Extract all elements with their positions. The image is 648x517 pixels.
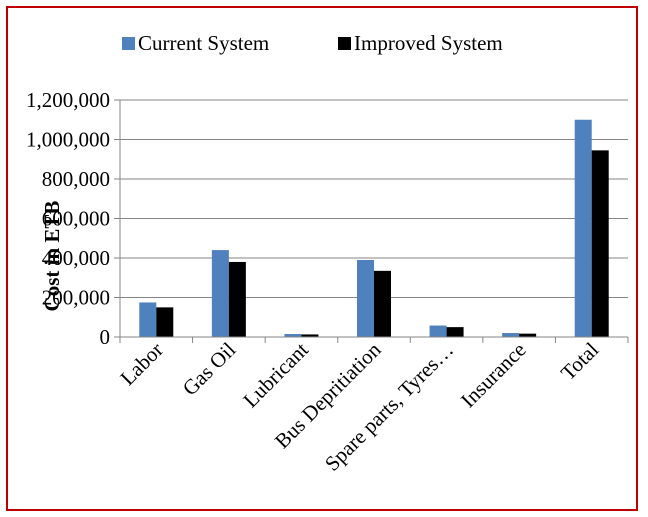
bar-current (139, 302, 157, 337)
x-tick-label: Insurance (456, 338, 531, 413)
legend-swatch (122, 37, 135, 50)
y-tick-labels: 0 200,000 400,000 600,000 800,000 1,000,000 1,… (26, 88, 110, 349)
bar-improved (374, 270, 391, 337)
bar-current (211, 250, 229, 337)
legend-label: Improved System (354, 31, 503, 55)
bar-chart: Current System Improved System 0 200,000 40… (26, 31, 629, 476)
bar-improved (301, 334, 319, 337)
axes (119, 100, 629, 343)
legend-label: Current System (138, 31, 269, 55)
legend: Current System Improved System (122, 31, 503, 55)
bar-improved (228, 261, 246, 337)
bar-improved (156, 307, 174, 337)
y-tick-label: 1,000,000 (26, 128, 110, 152)
y-tick-label: 0 (100, 325, 111, 349)
bar-improved (446, 327, 464, 337)
bar-improved (519, 333, 537, 337)
bar-current (357, 259, 374, 337)
y-tick-label: 600,000 (42, 207, 110, 231)
x-tick-label: Labor (115, 338, 167, 390)
legend-swatch (338, 37, 351, 50)
y-tick-label: 200,000 (42, 286, 110, 310)
bar-current (284, 334, 302, 337)
bar-current (574, 119, 592, 337)
gridlines (114, 99, 628, 338)
bar-improved (591, 150, 609, 337)
y-tick-label: 1,200,000 (26, 88, 110, 112)
x-tick-label: Spare parts, Tyres… (320, 338, 458, 476)
chart-frame: Current System Improved System 0 200,000 40… (6, 6, 638, 511)
bar-current (429, 325, 447, 337)
x-tick-label: Gas Oil (178, 337, 241, 400)
y-tick-label: 800,000 (42, 167, 110, 191)
x-tick-label: Total (556, 337, 603, 384)
x-tick-label: Lubricant (238, 337, 313, 412)
bar-current (502, 333, 520, 337)
y-axis-label: Cost in ETB (40, 201, 64, 312)
y-tick-label: 400,000 (42, 246, 110, 270)
bars (139, 119, 609, 337)
